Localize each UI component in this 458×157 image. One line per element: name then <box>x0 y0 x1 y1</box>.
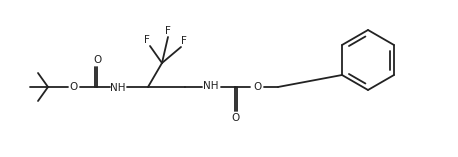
Text: NH: NH <box>203 81 219 91</box>
Text: O: O <box>253 82 261 92</box>
Text: O: O <box>93 55 101 65</box>
Text: O: O <box>231 113 239 123</box>
Text: O: O <box>70 82 78 92</box>
Text: NH: NH <box>110 83 126 93</box>
Text: F: F <box>181 36 187 46</box>
Text: F: F <box>165 26 171 36</box>
Text: F: F <box>144 35 150 45</box>
